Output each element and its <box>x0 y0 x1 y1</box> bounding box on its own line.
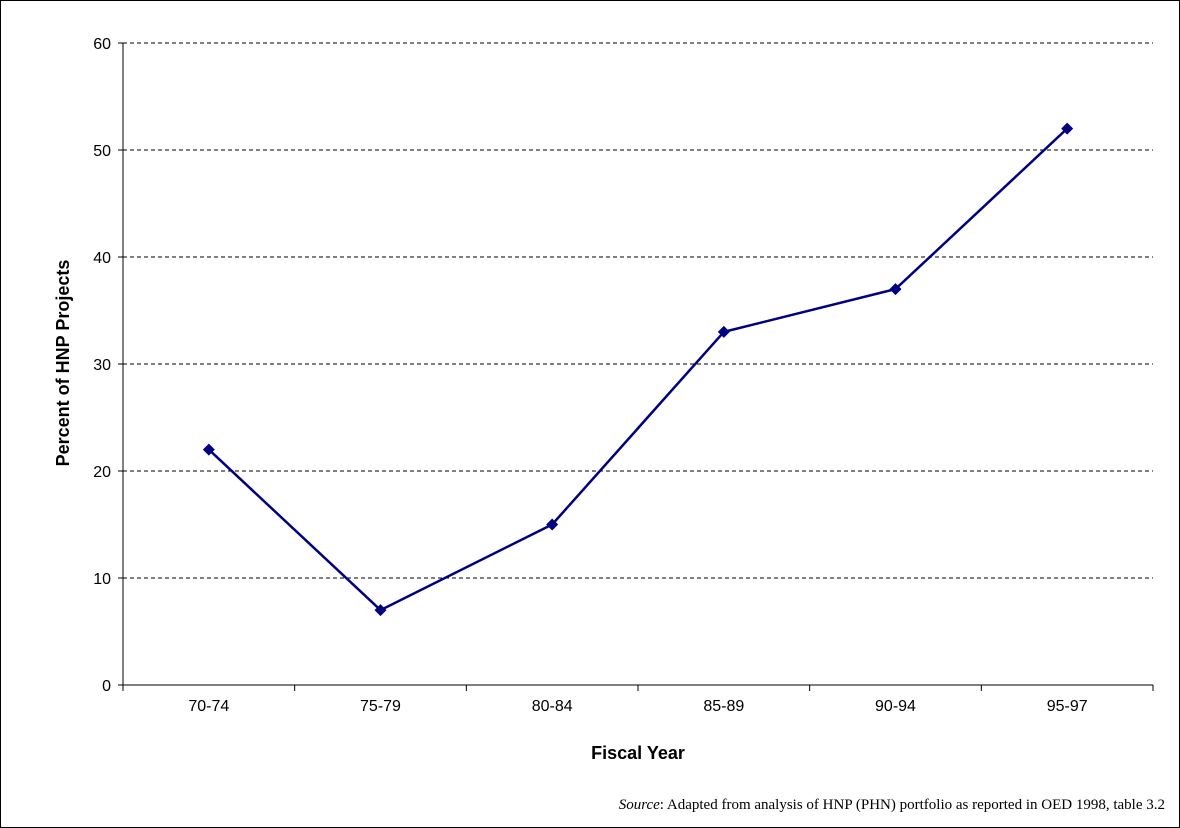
y-axis-label: Percent of HNP Projects <box>53 260 73 467</box>
y-tick-label: 40 <box>93 250 111 267</box>
x-tick-label: 90-94 <box>875 698 916 715</box>
x-tick-label: 80-84 <box>532 698 573 715</box>
y-tick-label: 0 <box>102 678 111 695</box>
data-point-marker <box>374 604 387 617</box>
gridlines <box>123 42 1153 579</box>
data-point-marker <box>546 518 559 531</box>
series-group <box>202 122 1074 617</box>
series-line <box>207 127 1069 612</box>
x-tick-label: 95-97 <box>1047 698 1088 715</box>
x-tick-label: 70-74 <box>188 698 229 715</box>
x-tick-label: 85-89 <box>703 698 744 715</box>
y-tick-label: 10 <box>93 571 111 588</box>
source-label: Source <box>618 797 660 813</box>
x-axis-label: Fiscal Year <box>591 743 685 763</box>
y-tick-labels: 0 10 20 30 40 50 60 <box>93 36 111 695</box>
axes <box>118 42 1154 691</box>
y-tick-label: 60 <box>93 36 111 53</box>
source-note: Source: Adapted from analysis of HNP (PH… <box>619 797 1165 814</box>
x-tick-labels: 70-74 75-79 80-84 85-89 90-94 95-97 <box>188 698 1087 715</box>
data-point-marker <box>889 283 902 296</box>
source-text: : Adapted from analysis of HNP (PHN) por… <box>659 797 1165 813</box>
data-point-marker <box>717 325 730 338</box>
y-tick-label: 30 <box>93 357 111 374</box>
y-tick-label: 20 <box>93 464 111 481</box>
data-point-marker <box>1061 122 1074 135</box>
y-tick-label: 50 <box>93 143 111 160</box>
x-tick-label: 75-79 <box>360 698 401 715</box>
data-point-marker <box>202 443 215 456</box>
